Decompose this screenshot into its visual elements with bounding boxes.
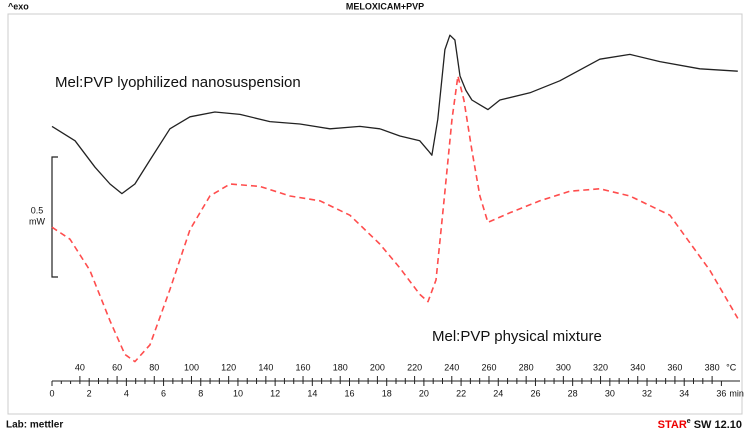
x2-tick-label: 360 [667,362,682,372]
x2-tick-label: 280 [519,362,534,372]
x-tick-label: 24 [493,388,503,398]
x-tick-label: 2 [87,388,92,398]
x-tick-label: 32 [642,388,652,398]
scale-bar-value: 0.5 [31,205,44,215]
x-tick-label: 22 [456,388,466,398]
x2-tick-label: 320 [593,362,608,372]
footer-left: Lab: mettler [6,420,63,431]
x2-tick-label: 140 [258,362,273,372]
series-label: Mel:PVP lyophilized nanosuspension [55,74,301,91]
x-tick-label: 30 [605,388,615,398]
x-tick-label: 14 [307,388,317,398]
series-line [51,75,739,363]
x-tick-label: 34 [679,388,689,398]
x-tick-label: 4 [124,388,129,398]
software-name: STAR [658,419,687,431]
scale-bar [51,156,58,278]
x2-tick-label: 100 [184,362,199,372]
x2-tick-label: 200 [370,362,385,372]
x2-tick-label: 380 [705,362,720,372]
software-version: SW 12.10 [694,419,742,431]
x2-unit: °C [726,362,737,372]
x2-tick-label: 340 [630,362,645,372]
x2-tick-label: 40 [75,362,85,372]
x2-tick-label: 240 [444,362,459,372]
x2-tick-label: 120 [221,362,236,372]
software-superscript: e [687,418,691,425]
series-line [51,34,738,195]
x-tick-label: 18 [382,388,392,398]
x2-tick-label: 160 [296,362,311,372]
plot-frame [7,13,743,415]
x2-tick-label: 60 [112,362,122,372]
x-tick-label: 8 [198,388,203,398]
x2-tick-label: 80 [149,362,159,372]
x2-tick-label: 260 [481,362,496,372]
scale-bar-unit: mW [29,216,45,226]
x-tick-label: 10 [233,388,243,398]
x-tick-label: 26 [530,388,540,398]
x-tick-label: 20 [419,388,429,398]
x-tick-label: 12 [270,388,280,398]
x-tick-label: 28 [568,388,578,398]
footer-right: STARe SW 12.10 [658,418,742,431]
x-tick-label: 6 [161,388,166,398]
x-unit: min [729,388,744,398]
series-label: Mel:PVP physical mixture [432,328,602,345]
chart-title: MELOXICAM+PVP [346,1,424,11]
x2-tick-label: 300 [556,362,571,372]
x2-tick-label: 180 [333,362,348,372]
x-tick-label: 16 [345,388,355,398]
y-label: ^exo [8,1,29,11]
x-tick-label: 0 [49,388,54,398]
x-tick-label: 36 [716,388,726,398]
x2-tick-label: 220 [407,362,422,372]
